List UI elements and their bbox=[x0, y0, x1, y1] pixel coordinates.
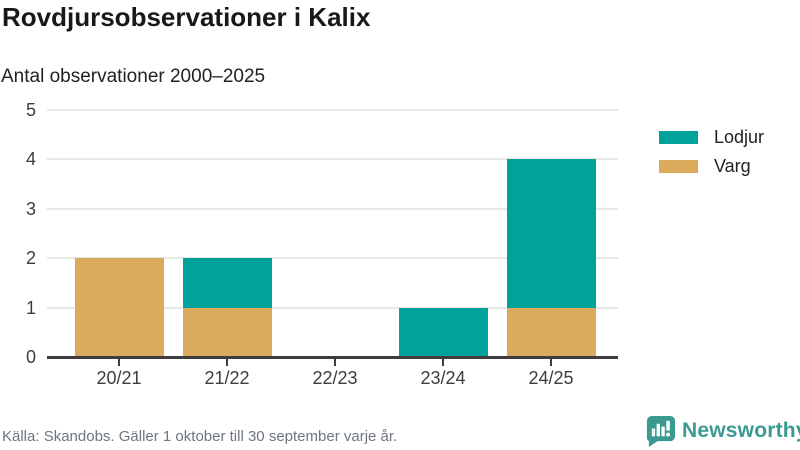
y-axis-tick-label: 2 bbox=[25, 248, 36, 269]
legend-label: Varg bbox=[714, 155, 751, 176]
x-axis-tick-label: 22/23 bbox=[312, 368, 358, 388]
x-axis-tick-label: 21/22 bbox=[204, 368, 250, 388]
bar-24-25-varg bbox=[506, 307, 596, 357]
legend-item-varg: Varg bbox=[659, 154, 764, 178]
newsworthy-logo-text: Newsworthy bbox=[682, 419, 800, 442]
gridline-y2 bbox=[47, 257, 618, 260]
legend-swatch-lodjur bbox=[659, 130, 698, 144]
y-axis-tick-label: 5 bbox=[25, 100, 36, 120]
x-axis-tick bbox=[334, 359, 336, 366]
gridline-y1 bbox=[47, 306, 618, 309]
chart-legend: Lodjur Varg bbox=[659, 125, 764, 178]
x-axis-tick-label: 23/24 bbox=[420, 368, 466, 388]
bar-21-22-varg bbox=[182, 307, 272, 357]
source-note: Källa: Skandobs. Gäller 1 oktober till 3… bbox=[2, 428, 398, 445]
bar-20-21-varg bbox=[74, 258, 164, 357]
gridline-y5 bbox=[47, 109, 618, 111]
y-axis-tick-label: 4 bbox=[25, 149, 36, 170]
newsworthy-logo: Newsworthy bbox=[645, 415, 800, 447]
gridline-y4 bbox=[47, 158, 618, 161]
bar-23-24-lodjur bbox=[398, 307, 488, 357]
x-axis-tick bbox=[226, 359, 228, 366]
x-axis-tick-label: 20/21 bbox=[96, 368, 142, 388]
bar-chart-speech-bubble-icon bbox=[646, 415, 676, 447]
x-axis-tick bbox=[442, 359, 444, 366]
chart-title: Rovdjursobservationer i Kalix bbox=[2, 2, 371, 32]
bar-24-25-lodjur bbox=[506, 159, 596, 308]
y-axis-tick-label: 3 bbox=[25, 198, 36, 219]
x-axis-line bbox=[47, 356, 618, 359]
chart-subtitle: Antal observationer 2000–2025 bbox=[1, 66, 266, 87]
legend-label: Lodjur bbox=[714, 126, 765, 147]
bar-21-22-lodjur bbox=[182, 258, 272, 308]
x-axis-tick-label: 24/25 bbox=[528, 368, 574, 388]
y-axis-tick-label: 0 bbox=[25, 347, 36, 367]
x-axis-tick bbox=[550, 359, 552, 366]
gridline-y3 bbox=[47, 207, 618, 210]
x-axis-tick bbox=[118, 359, 120, 366]
legend-item-lodjur: Lodjur bbox=[659, 125, 764, 149]
legend-swatch-varg bbox=[659, 159, 698, 173]
y-axis-tick-label: 1 bbox=[25, 297, 36, 318]
